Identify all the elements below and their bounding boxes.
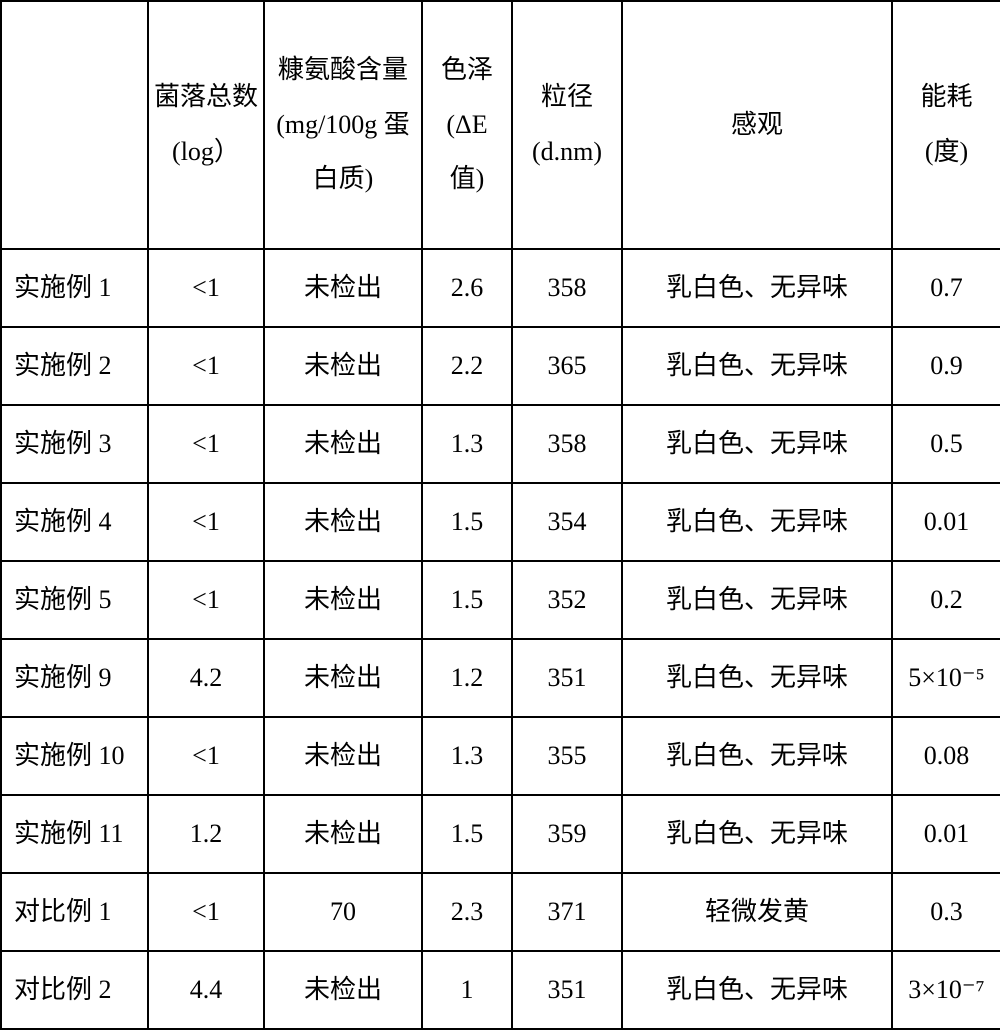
cell-energy: 0.5: [892, 405, 1000, 483]
cell-colony: <1: [148, 561, 264, 639]
header-particle: 粒径 (d.nm): [512, 1, 622, 249]
cell-particle: 358: [512, 249, 622, 327]
cell-color: 1.5: [422, 483, 512, 561]
cell-color: 2.2: [422, 327, 512, 405]
header-sensory: 感观: [622, 1, 892, 249]
table-row: 实施例 111.2未检出1.5359乳白色、无异味0.01: [1, 795, 1000, 873]
cell-sensory: 乳白色、无异味: [622, 405, 892, 483]
cell-furosine: 未检出: [264, 951, 422, 1029]
cell-energy: 5×10⁻⁵: [892, 639, 1000, 717]
cell-particle: 371: [512, 873, 622, 951]
cell-colony: <1: [148, 873, 264, 951]
cell-energy: 0.01: [892, 483, 1000, 561]
header-color: 色泽 (ΔE 值): [422, 1, 512, 249]
table-row: 实施例 5<1未检出1.5352乳白色、无异味0.2: [1, 561, 1000, 639]
cell-sensory: 乳白色、无异味: [622, 561, 892, 639]
row-label: 实施例 10: [1, 717, 148, 795]
cell-particle: 355: [512, 717, 622, 795]
cell-color: 2.3: [422, 873, 512, 951]
data-table: 菌落总数(log） 糠氨酸含量 (mg/100g 蛋白质) 色泽 (ΔE 值) …: [0, 0, 1000, 1030]
cell-colony: 4.4: [148, 951, 264, 1029]
cell-sensory: 乳白色、无异味: [622, 717, 892, 795]
header-furosine: 糠氨酸含量 (mg/100g 蛋白质): [264, 1, 422, 249]
cell-sensory: 轻微发黄: [622, 873, 892, 951]
table-row: 对比例 1<1702.3371轻微发黄0.3: [1, 873, 1000, 951]
cell-energy: 0.9: [892, 327, 1000, 405]
table-row: 对比例 24.4未检出1351乳白色、无异味3×10⁻⁷: [1, 951, 1000, 1029]
cell-color: 1.5: [422, 561, 512, 639]
cell-colony: <1: [148, 327, 264, 405]
table-row: 实施例 94.2未检出1.2351乳白色、无异味5×10⁻⁵: [1, 639, 1000, 717]
row-label: 实施例 11: [1, 795, 148, 873]
cell-sensory: 乳白色、无异味: [622, 951, 892, 1029]
cell-particle: 352: [512, 561, 622, 639]
cell-color: 2.6: [422, 249, 512, 327]
row-label: 实施例 2: [1, 327, 148, 405]
cell-sensory: 乳白色、无异味: [622, 327, 892, 405]
cell-furosine: 未检出: [264, 639, 422, 717]
header-row: 菌落总数(log） 糠氨酸含量 (mg/100g 蛋白质) 色泽 (ΔE 值) …: [1, 1, 1000, 249]
cell-energy: 0.01: [892, 795, 1000, 873]
cell-furosine: 未检出: [264, 561, 422, 639]
cell-particle: 365: [512, 327, 622, 405]
cell-furosine: 未检出: [264, 795, 422, 873]
data-table-container: 菌落总数(log） 糠氨酸含量 (mg/100g 蛋白质) 色泽 (ΔE 值) …: [0, 0, 1000, 1030]
cell-colony: 4.2: [148, 639, 264, 717]
table-row: 实施例 3<1未检出1.3358乳白色、无异味0.5: [1, 405, 1000, 483]
cell-energy: 3×10⁻⁷: [892, 951, 1000, 1029]
row-label: 实施例 1: [1, 249, 148, 327]
cell-energy: 0.08: [892, 717, 1000, 795]
cell-furosine: 未检出: [264, 717, 422, 795]
cell-furosine: 未检出: [264, 483, 422, 561]
table-row: 实施例 4<1未检出1.5354乳白色、无异味0.01: [1, 483, 1000, 561]
table-header: 菌落总数(log） 糠氨酸含量 (mg/100g 蛋白质) 色泽 (ΔE 值) …: [1, 1, 1000, 249]
table-row: 实施例 1<1未检出2.6358乳白色、无异味0.7: [1, 249, 1000, 327]
cell-sensory: 乳白色、无异味: [622, 795, 892, 873]
row-label: 实施例 9: [1, 639, 148, 717]
cell-particle: 359: [512, 795, 622, 873]
cell-furosine: 未检出: [264, 327, 422, 405]
cell-colony: <1: [148, 717, 264, 795]
cell-energy: 0.3: [892, 873, 1000, 951]
cell-particle: 351: [512, 951, 622, 1029]
cell-particle: 358: [512, 405, 622, 483]
cell-sensory: 乳白色、无异味: [622, 639, 892, 717]
cell-color: 1: [422, 951, 512, 1029]
row-label: 实施例 4: [1, 483, 148, 561]
row-label: 实施例 3: [1, 405, 148, 483]
cell-color: 1.3: [422, 717, 512, 795]
cell-sensory: 乳白色、无异味: [622, 249, 892, 327]
cell-colony: <1: [148, 405, 264, 483]
cell-colony: <1: [148, 249, 264, 327]
header-empty: [1, 1, 148, 249]
cell-color: 1.2: [422, 639, 512, 717]
cell-color: 1.3: [422, 405, 512, 483]
cell-furosine: 70: [264, 873, 422, 951]
cell-colony: 1.2: [148, 795, 264, 873]
cell-colony: <1: [148, 483, 264, 561]
cell-sensory: 乳白色、无异味: [622, 483, 892, 561]
row-label: 对比例 1: [1, 873, 148, 951]
cell-particle: 354: [512, 483, 622, 561]
row-label: 实施例 5: [1, 561, 148, 639]
cell-color: 1.5: [422, 795, 512, 873]
cell-furosine: 未检出: [264, 249, 422, 327]
table-row: 实施例 2<1未检出2.2365乳白色、无异味0.9: [1, 327, 1000, 405]
cell-energy: 0.7: [892, 249, 1000, 327]
cell-furosine: 未检出: [264, 405, 422, 483]
table-body: 实施例 1<1未检出2.6358乳白色、无异味0.7实施例 2<1未检出2.23…: [1, 249, 1000, 1029]
header-energy: 能耗 (度): [892, 1, 1000, 249]
row-label: 对比例 2: [1, 951, 148, 1029]
header-colony: 菌落总数(log）: [148, 1, 264, 249]
cell-particle: 351: [512, 639, 622, 717]
cell-energy: 0.2: [892, 561, 1000, 639]
table-row: 实施例 10<1未检出1.3355乳白色、无异味0.08: [1, 717, 1000, 795]
